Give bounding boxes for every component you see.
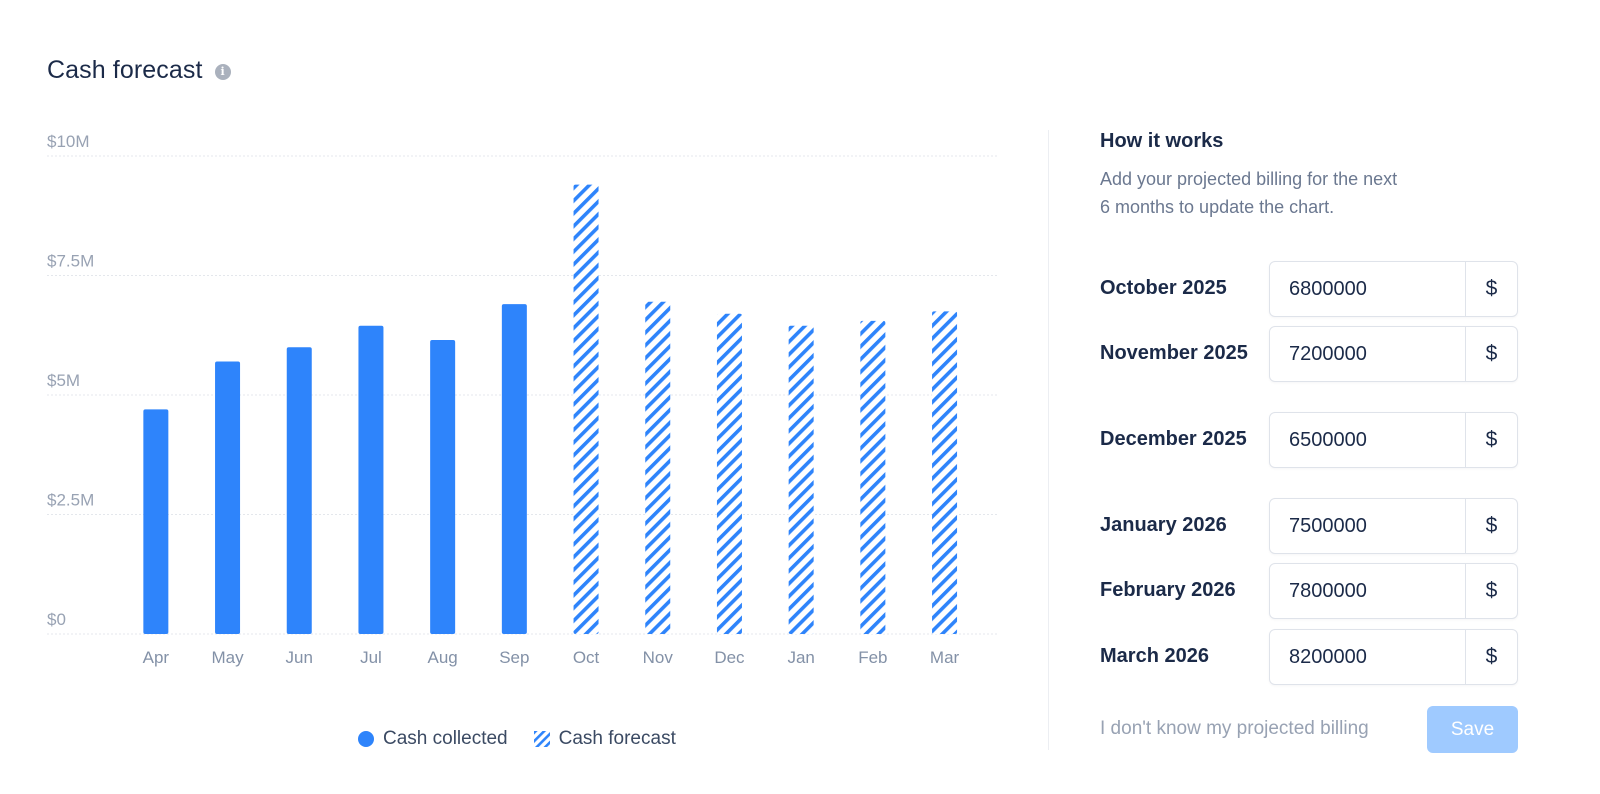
billing-month-label: January 2026 — [1100, 514, 1227, 536]
how-it-works-title: How it works — [1100, 130, 1224, 152]
legend-swatch-hatched — [533, 731, 550, 747]
billing-field: $ — [1269, 563, 1518, 619]
how-it-works-panel: How it works Add your projected billing … — [1100, 130, 1520, 221]
y-tick-label: $7.5M — [47, 252, 94, 271]
title-row: Cash forecast i — [47, 56, 231, 85]
x-tick-label: Oct — [573, 648, 600, 667]
x-tick-label: Jul — [360, 648, 382, 667]
legend-item-forecast: Cash forecast — [533, 728, 676, 750]
forecast-bar[interactable] — [573, 184, 599, 634]
billing-field: $ — [1269, 629, 1518, 685]
unknown-billing-link[interactable]: I don't know my projected billing — [1100, 718, 1369, 739]
billing-row: October 2025 $ — [1100, 261, 1520, 317]
legend-label-collected: Cash collected — [383, 728, 508, 749]
billing-input-march-2026[interactable] — [1270, 630, 1465, 684]
y-tick-label: $2.5M — [47, 491, 94, 510]
info-icon[interactable]: i — [214, 63, 231, 80]
billing-field: $ — [1269, 261, 1518, 317]
billing-month-label: March 2026 — [1100, 645, 1209, 667]
billing-input-october-2025[interactable] — [1270, 262, 1465, 316]
forecast-bar[interactable] — [788, 325, 814, 634]
save-button[interactable]: Save — [1427, 706, 1518, 753]
x-tick-label: May — [211, 648, 244, 667]
currency-unit: $ — [1465, 262, 1517, 316]
chart-legend: Cash collected Cash forecast — [358, 728, 676, 750]
x-tick-label: Jan — [787, 648, 814, 667]
billing-row: February 2026 $ — [1100, 563, 1520, 619]
billing-input-december-2025[interactable] — [1270, 413, 1465, 467]
billing-input-february-2026[interactable] — [1270, 564, 1465, 618]
x-tick-label: Sep — [499, 648, 529, 667]
cash-forecast-chart: $0 $2.5M $5M $7.5M $10M Apr May Jun Jul Aug Sep Oc… — [47, 132, 998, 667]
y-tick-label: $5M — [47, 371, 80, 390]
currency-unit: $ — [1465, 564, 1517, 618]
currency-unit: $ — [1465, 499, 1517, 553]
forecast-bar[interactable] — [645, 301, 671, 634]
billing-row: November 2025 $ — [1100, 326, 1520, 382]
how-it-works-description: Add your projected billing for the next … — [1100, 169, 1398, 217]
x-tick-label: Jun — [286, 648, 313, 667]
collected-bar[interactable] — [358, 325, 384, 634]
y-tick-label: $10M — [47, 132, 90, 151]
currency-unit: $ — [1465, 327, 1517, 381]
x-tick-label: Apr — [143, 648, 170, 667]
billing-month-label: November 2025 — [1100, 342, 1248, 364]
x-tick-label: Feb — [858, 648, 887, 667]
x-tick-label: Aug — [428, 648, 458, 667]
collected-bar[interactable] — [501, 304, 527, 634]
billing-input-november-2025[interactable] — [1270, 327, 1465, 381]
currency-unit: $ — [1465, 413, 1517, 467]
forecast-bar[interactable] — [860, 320, 886, 634]
collected-bar[interactable] — [143, 409, 169, 634]
forecast-bar[interactable] — [932, 311, 958, 634]
billing-row: January 2026 $ — [1100, 498, 1520, 554]
collected-bar[interactable] — [215, 361, 241, 634]
page-title: Cash forecast — [47, 56, 203, 84]
billing-field: $ — [1269, 326, 1518, 382]
billing-input-january-2026[interactable] — [1270, 499, 1465, 553]
billing-row: March 2026 $ — [1100, 629, 1520, 685]
billing-field: $ — [1269, 498, 1518, 554]
x-tick-label: Nov — [643, 648, 674, 667]
legend-swatch-solid — [358, 731, 374, 747]
legend-item-collected: Cash collected — [358, 728, 508, 750]
currency-unit: $ — [1465, 630, 1517, 684]
billing-month-label: December 2025 — [1100, 428, 1247, 450]
billing-month-label: October 2025 — [1100, 277, 1227, 299]
x-tick-label: Dec — [714, 648, 745, 667]
billing-field: $ — [1269, 412, 1518, 468]
forecast-bar[interactable] — [716, 313, 742, 634]
x-tick-label: Mar — [930, 648, 960, 667]
panel-divider — [1048, 130, 1049, 750]
collected-bar[interactable] — [286, 347, 312, 634]
billing-row: December 2025 $ — [1100, 412, 1520, 468]
collected-bar[interactable] — [430, 340, 456, 634]
legend-label-forecast: Cash forecast — [558, 728, 676, 749]
y-tick-label: $0 — [47, 610, 66, 629]
billing-month-label: February 2026 — [1100, 579, 1236, 601]
